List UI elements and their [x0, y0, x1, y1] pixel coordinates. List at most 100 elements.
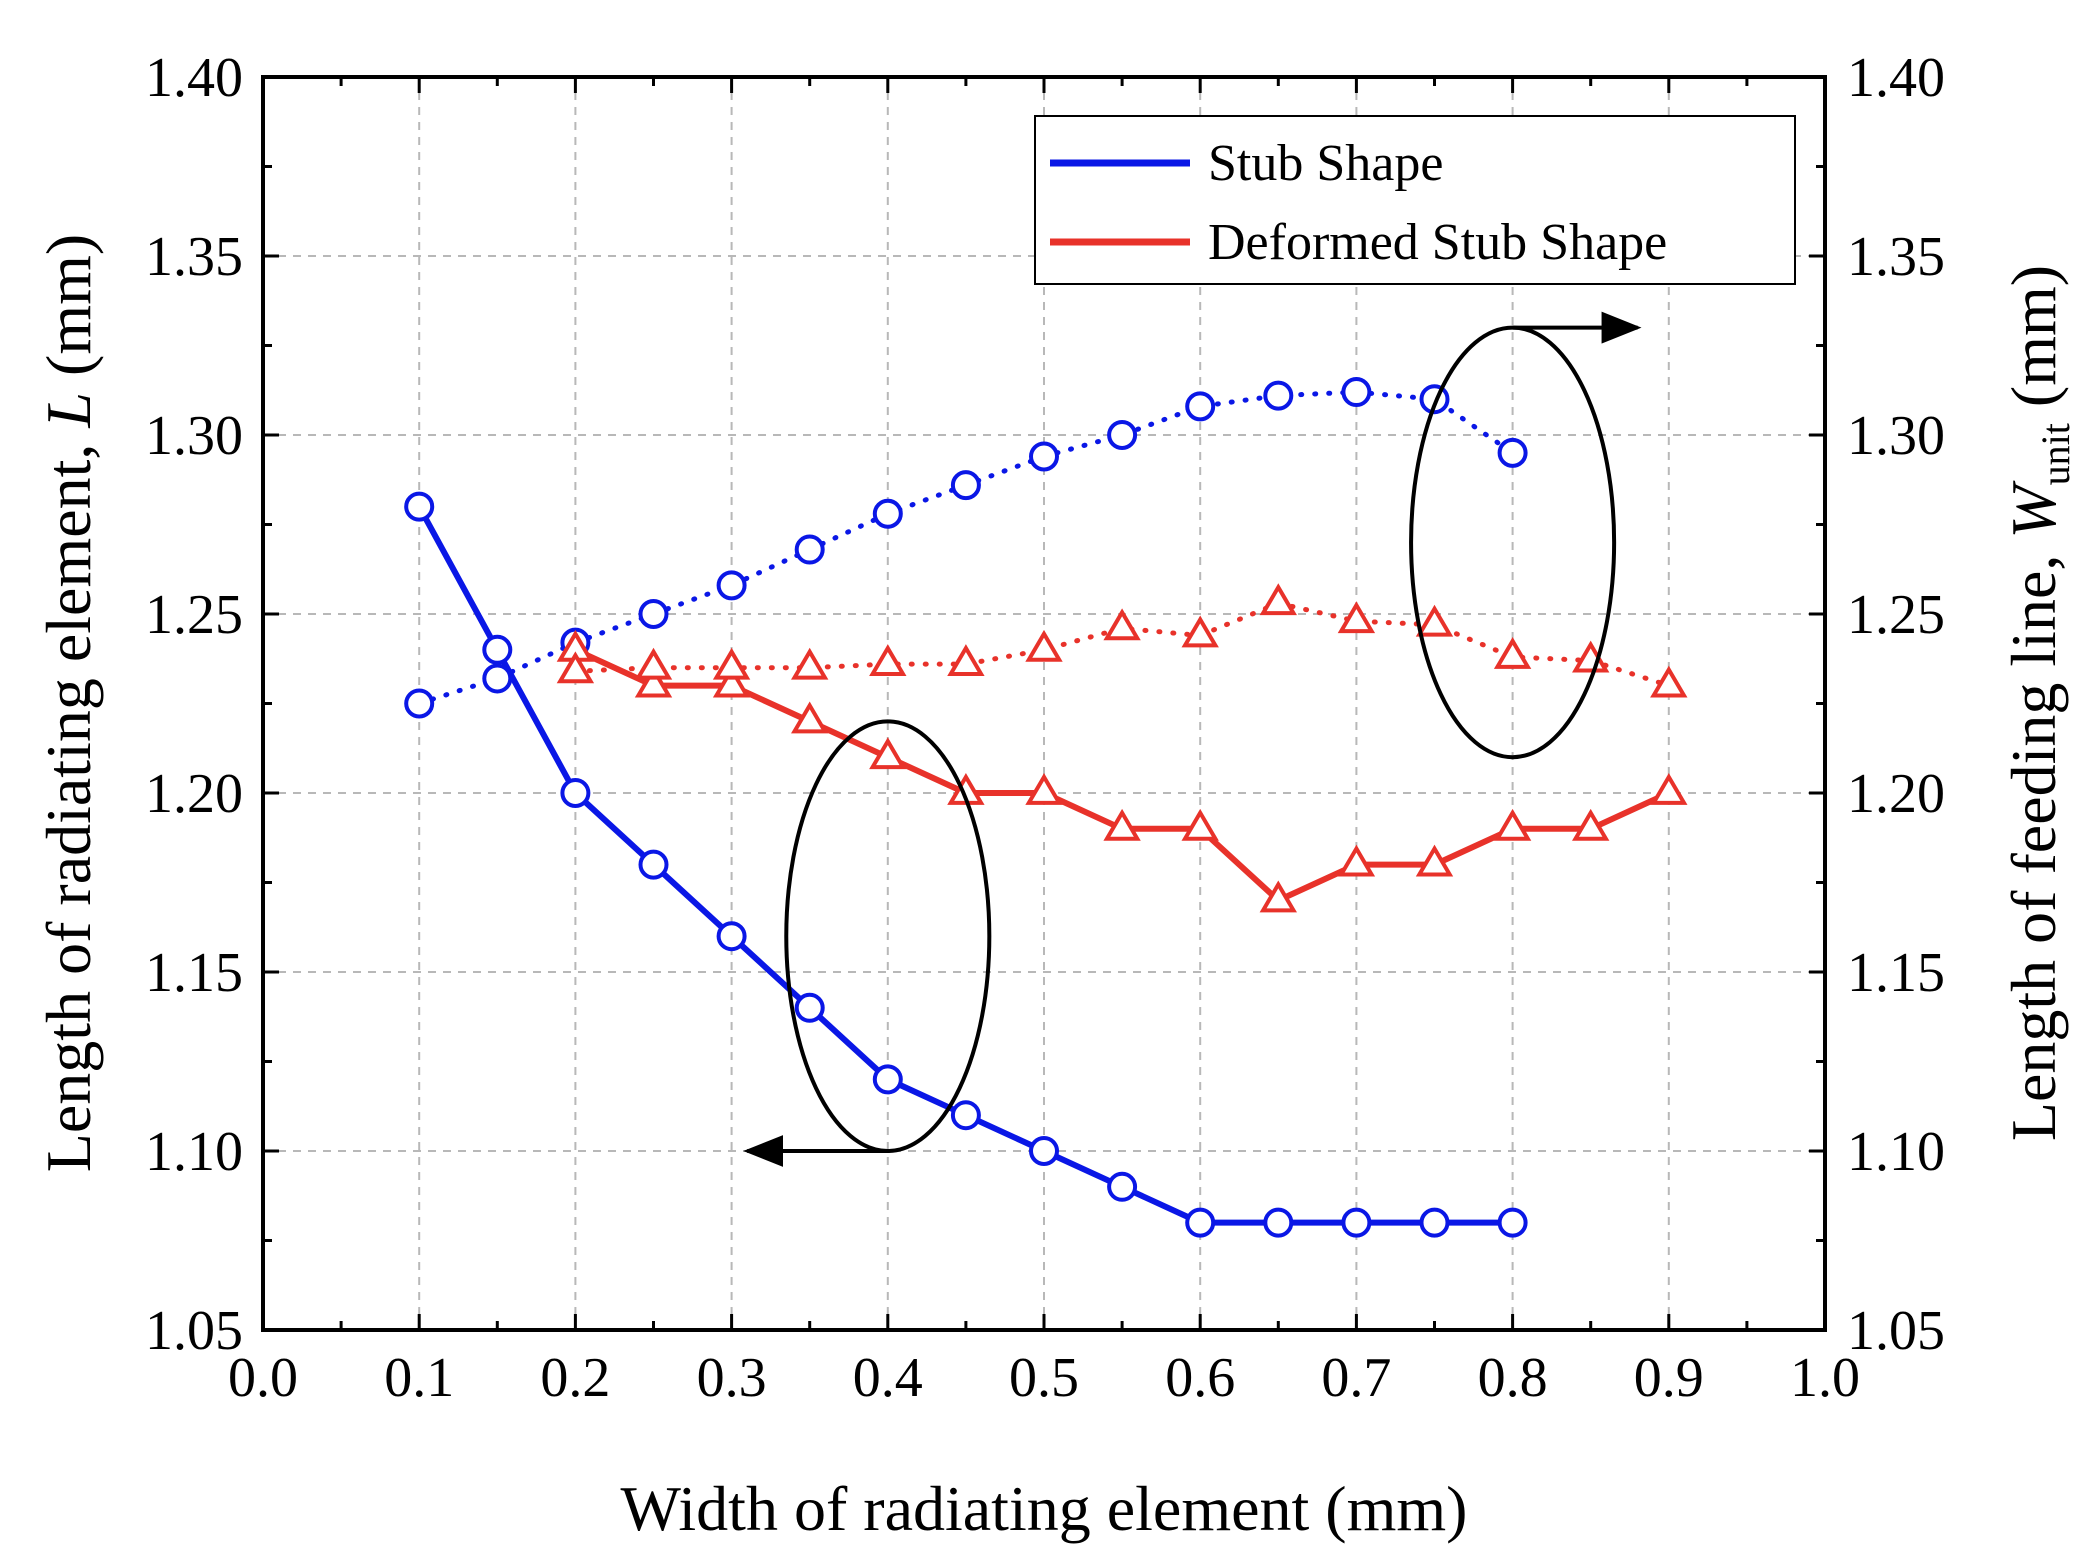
triangle-marker	[791, 701, 829, 734]
circle-marker	[1419, 1207, 1450, 1238]
circle-marker	[1029, 1136, 1059, 1166]
circle-marker	[1263, 380, 1294, 411]
legend-label-stub-shape: Stub Shape	[1208, 135, 1443, 192]
triangle-marker	[1650, 773, 1688, 805]
circle-marker	[872, 1064, 903, 1095]
triangle-marker	[634, 647, 673, 680]
circle-marker	[950, 1100, 981, 1131]
series-1	[404, 377, 1528, 719]
triangle-marker	[1572, 808, 1610, 841]
y-right-tick-label: 1.25	[1847, 584, 1945, 646]
triangle-marker	[947, 644, 985, 677]
x-tick-label: 0.1	[384, 1347, 454, 1409]
x-tick-label: 1.0	[1790, 1347, 1860, 1409]
circle-marker	[1341, 377, 1372, 408]
circle-marker	[1107, 420, 1138, 450]
triangle-marker	[1025, 629, 1063, 662]
circle-marker	[638, 599, 669, 629]
y-right-tick-label: 1.15	[1847, 942, 1945, 1004]
triangle-marker	[1103, 808, 1141, 841]
legend-box	[1034, 115, 1796, 285]
triangle-marker	[1025, 773, 1063, 805]
triangle-marker	[1650, 665, 1688, 698]
series-layer	[404, 377, 1688, 1238]
y-left-tick-label: 1.35	[145, 226, 243, 288]
y-right-tick-label: 1.35	[1847, 226, 1945, 288]
triangle-marker	[791, 647, 829, 680]
triangle-marker	[1415, 604, 1454, 637]
circle-marker	[638, 849, 669, 880]
y-left-tick-label: 1.15	[145, 942, 243, 1004]
y-left-tick-label: 1.10	[145, 1121, 243, 1183]
y-axis-left-title: Length of radiating element, L (mm)	[33, 234, 104, 1172]
triangle-marker	[1415, 844, 1454, 877]
triangle-marker	[869, 737, 907, 770]
x-tick-label: 0.3	[697, 1347, 767, 1409]
circle-marker	[1497, 1207, 1528, 1238]
x-tick-label: 0.2	[540, 1347, 610, 1409]
circle-marker	[950, 470, 981, 501]
triangle-marker	[1337, 601, 1376, 634]
circle-marker	[872, 498, 903, 529]
x-tick-label: 0.4	[853, 1347, 923, 1409]
circle-marker	[1341, 1207, 1372, 1238]
circle-marker	[404, 688, 435, 719]
circle-marker	[482, 634, 513, 665]
x-tick-label: 0.7	[1321, 1347, 1391, 1409]
triangle-marker	[1493, 808, 1532, 841]
x-tick-label: 0.8	[1478, 1347, 1548, 1409]
y-right-tick-label: 1.20	[1847, 763, 1945, 825]
triangle-marker	[1259, 583, 1297, 616]
circle-marker	[560, 778, 591, 808]
triangle-marker	[1493, 637, 1532, 669]
annotation-ellipse	[784, 719, 992, 1154]
series-0	[404, 491, 1528, 1238]
circle-marker	[482, 663, 513, 694]
y-right-tick-label: 1.30	[1847, 405, 1945, 467]
series-line	[572, 600, 1672, 689]
triangle-marker	[634, 665, 673, 698]
axis-layer: 0.0 0.1 0.2 0.3 0.4 0.5 0.6 0.7 0.8 0.9 1.01.05 1.0…	[145, 47, 1945, 1409]
series-3	[556, 583, 1688, 698]
triangle-marker	[556, 651, 595, 684]
circle-marker	[716, 570, 747, 601]
triangle-marker	[1181, 615, 1219, 648]
y-right-tick-label: 1.40	[1847, 47, 1945, 109]
circle-marker	[1107, 1171, 1138, 1202]
triangle-marker	[1103, 608, 1141, 641]
y-right-tick-label: 1.05	[1847, 1300, 1945, 1362]
x-tick-label: 0.9	[1634, 1347, 1704, 1409]
triangle-marker	[712, 665, 751, 698]
x-tick-label: 0.0	[228, 1347, 298, 1409]
circle-marker	[1185, 391, 1216, 422]
y-left-tick-label: 1.30	[145, 405, 243, 467]
triangle-marker	[1259, 880, 1297, 913]
y-right-tick-label: 1.10	[1847, 1121, 1945, 1183]
triangle-marker	[1337, 844, 1376, 877]
x-tick-label: 0.5	[1009, 1347, 1079, 1409]
circle-marker	[1185, 1207, 1216, 1238]
circle-marker	[404, 491, 435, 522]
triangle-marker	[712, 647, 751, 680]
y-left-tick-label: 1.20	[145, 763, 243, 825]
legend: Stub Shape Deformed Stub Shape	[1034, 115, 1796, 285]
circle-marker	[1263, 1207, 1294, 1238]
legend-label-deformed-stub-shape: Deformed Stub Shape	[1208, 214, 1667, 271]
y-left-tick-label: 1.05	[145, 1300, 243, 1362]
series-2	[556, 629, 1688, 913]
x-axis-title: Width of radiating element (mm)	[621, 1473, 1468, 1544]
circle-marker	[1029, 441, 1059, 472]
triangle-marker	[1181, 808, 1219, 841]
circle-marker	[716, 921, 747, 952]
circle-marker	[794, 534, 825, 565]
circle-marker	[1497, 437, 1528, 468]
x-tick-label: 0.6	[1165, 1347, 1235, 1409]
y-left-tick-label: 1.40	[145, 47, 243, 109]
y-axis-right-title: Length of feeding line, Wunit (mm)	[1998, 265, 2078, 1141]
circle-marker	[794, 992, 825, 1023]
triangle-marker	[869, 644, 907, 677]
y-left-tick-label: 1.25	[145, 584, 243, 646]
annotation-layer	[743, 311, 1642, 1167]
